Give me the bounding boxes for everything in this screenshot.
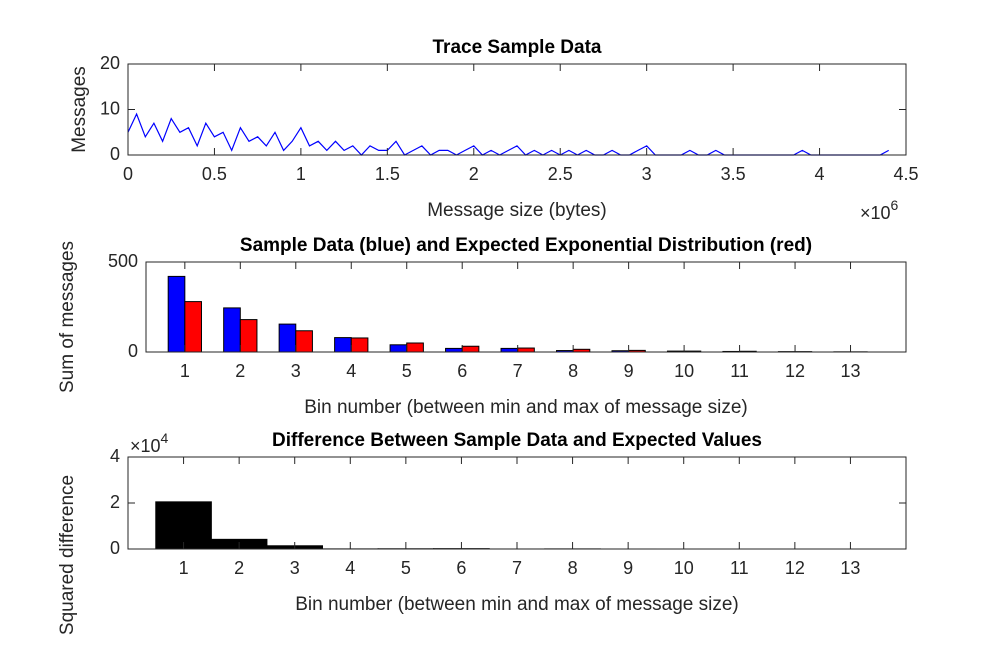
x-tick-label: 13 <box>841 361 861 381</box>
multiplier-base: ×10 <box>860 203 891 223</box>
y-tick-label: 2 <box>110 492 120 512</box>
bar <box>155 501 212 550</box>
x-tick-label: 2.5 <box>548 164 573 184</box>
y-axis-label: Squared difference <box>57 475 78 635</box>
x-tick-label: 3 <box>290 558 300 578</box>
x-tick-label: 5 <box>402 361 412 381</box>
y-tick-label: 20 <box>100 53 120 73</box>
x-axis-label: Message size (bytes) <box>427 200 607 221</box>
x-tick-label: 1 <box>180 361 190 381</box>
x-tick-label: 2 <box>235 361 245 381</box>
bar <box>461 345 480 353</box>
x-tick-label: 0 <box>123 164 133 184</box>
bar <box>500 347 519 353</box>
multiplier-exponent: 6 <box>891 197 899 213</box>
x-tick-label: 7 <box>513 361 523 381</box>
bar <box>184 301 202 353</box>
y-tick-label: 4 <box>110 446 120 466</box>
y-tick-label: 0 <box>110 144 120 164</box>
bar <box>334 337 352 353</box>
x-tick-label: 4 <box>345 558 355 578</box>
x-tick-label: 1 <box>296 164 306 184</box>
x-tick-label: 1.5 <box>375 164 400 184</box>
x-tick-label: 8 <box>568 558 578 578</box>
x-tick-label: 8 <box>568 361 578 381</box>
chart-title: Trace Sample Data <box>433 37 602 58</box>
bar <box>239 319 258 353</box>
x-tick-label: 10 <box>674 558 694 578</box>
x-axis-label: Bin number (between min and max of messa… <box>304 397 748 418</box>
y-tick-label: 500 <box>108 251 138 271</box>
bar <box>350 337 369 353</box>
x-tick-label: 1 <box>179 558 189 578</box>
axes-box <box>127 456 907 550</box>
x-tick-label: 4.5 <box>893 164 918 184</box>
data-line <box>127 112 889 156</box>
x-tick-label: 2 <box>469 164 479 184</box>
bar <box>223 307 241 353</box>
bar <box>167 275 186 353</box>
x-tick-label: 5 <box>401 558 411 578</box>
x-tick-label: 10 <box>674 361 694 381</box>
y-axis-label: Messages <box>69 66 90 153</box>
bar <box>445 347 463 353</box>
x-tick-label: 9 <box>624 361 634 381</box>
chart-title: Sample Data (blue) and Expected Exponent… <box>240 235 812 256</box>
x-tick-label: 3 <box>642 164 652 184</box>
x-tick-label: 9 <box>623 558 633 578</box>
x-tick-label: 6 <box>456 558 466 578</box>
axes-box <box>145 261 907 353</box>
bar <box>295 330 313 353</box>
y-tick-label: 10 <box>100 98 120 118</box>
axis-multiplier: ×104 <box>130 430 169 456</box>
x-tick-label: 2 <box>234 558 244 578</box>
y-tick-label: 0 <box>110 538 120 558</box>
axis-multiplier: ×106 <box>860 197 899 223</box>
x-tick-label: 3.5 <box>721 164 746 184</box>
x-tick-label: 0.5 <box>202 164 227 184</box>
y-axis-label: Sum of messages <box>57 241 78 393</box>
x-axis-label: Bin number (between min and max of messa… <box>295 594 739 615</box>
x-tick-label: 12 <box>785 558 805 578</box>
bar <box>278 323 297 353</box>
multiplier-base: ×10 <box>130 436 161 456</box>
bar <box>517 347 535 353</box>
x-tick-label: 11 <box>730 361 749 381</box>
bar <box>389 344 408 353</box>
x-tick-label: 3 <box>291 361 301 381</box>
chart-title: Difference Between Sample Data and Expec… <box>272 430 762 451</box>
y-tick-label: 0 <box>128 341 138 361</box>
x-tick-label: 6 <box>457 361 467 381</box>
x-tick-label: 11 <box>730 558 749 578</box>
bar <box>406 342 424 353</box>
x-tick-label: 12 <box>785 361 805 381</box>
x-tick-label: 13 <box>840 558 860 578</box>
multiplier-exponent: 4 <box>161 430 169 446</box>
axes-box <box>127 63 907 156</box>
x-tick-label: 7 <box>512 558 522 578</box>
x-tick-label: 4 <box>815 164 825 184</box>
x-tick-label: 4 <box>346 361 356 381</box>
